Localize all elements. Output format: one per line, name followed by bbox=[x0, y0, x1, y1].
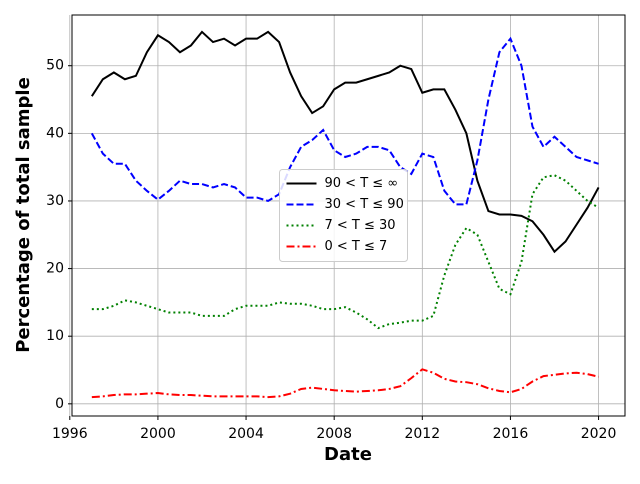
legend-label: 0 < T ≤ 7 bbox=[325, 239, 388, 254]
x-tick-label: 2016 bbox=[493, 426, 529, 442]
x-tick-label: 2012 bbox=[404, 426, 440, 442]
y-tick-label: 50 bbox=[46, 58, 64, 74]
legend-label: 90 < T ≤ ∞ bbox=[325, 176, 399, 191]
y-tick-label: 30 bbox=[46, 193, 64, 209]
x-tick-label: 2020 bbox=[581, 426, 617, 442]
data-line bbox=[91, 368, 599, 399]
data-line bbox=[90, 30, 600, 254]
legend: 90 < T ≤ ∞ 30 < T ≤ 90 7 < T ≤ 30 0 < T ≤ 7 bbox=[279, 169, 408, 262]
y-tick-label: 0 bbox=[55, 396, 64, 412]
y-tick-label: 40 bbox=[46, 125, 64, 141]
plot-frame bbox=[71, 14, 626, 417]
y-tick-label: 20 bbox=[46, 261, 64, 277]
x-axis-label: Date bbox=[324, 444, 372, 465]
y-axis-label: Percentage of total sample bbox=[13, 77, 34, 353]
x-tick-label: 2000 bbox=[140, 426, 176, 442]
data-line bbox=[91, 174, 600, 330]
legend-label: 7 < T ≤ 30 bbox=[325, 218, 396, 233]
x-tick-label: 2008 bbox=[316, 426, 352, 442]
x-tick-label: 1996 bbox=[52, 426, 88, 442]
legend-box bbox=[279, 169, 408, 262]
legend-label: 30 < T ≤ 90 bbox=[325, 197, 404, 212]
x-tick-label: 2004 bbox=[228, 426, 264, 442]
data-line bbox=[90, 36, 599, 206]
y-tick-label: 10 bbox=[46, 328, 64, 344]
